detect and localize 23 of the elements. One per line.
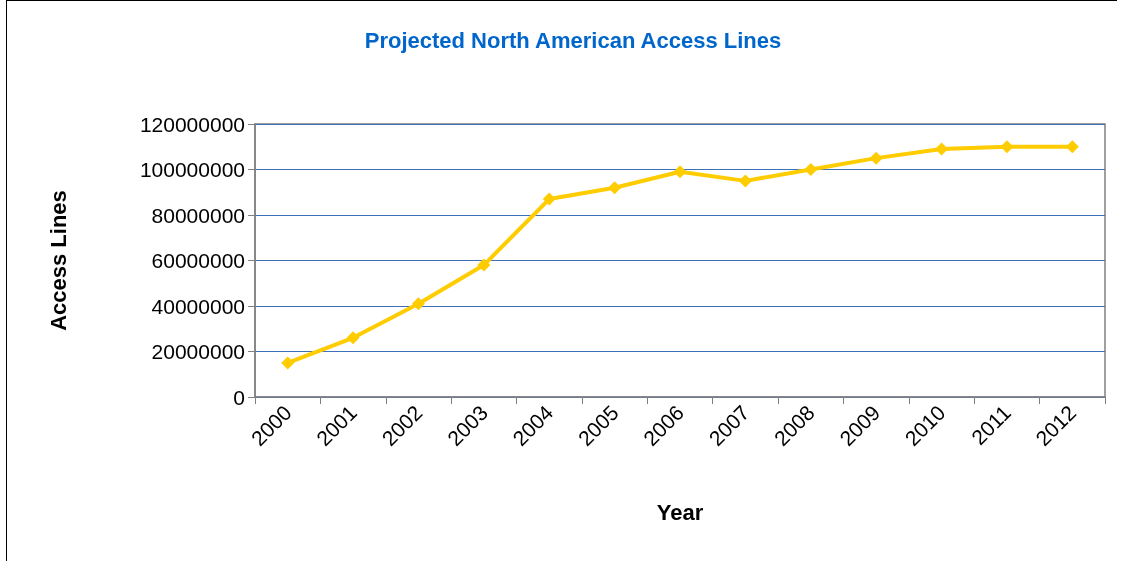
y-tick-label: 20000000 (151, 340, 245, 363)
y-tick-label: 0 (233, 385, 245, 409)
y-tick-label: 80000000 (151, 203, 245, 227)
chart-title: Projected North American Access Lines (364, 27, 782, 53)
point (1000, 140, 1014, 154)
point (542, 192, 556, 206)
y-tick-label: 60000000 (151, 249, 245, 272)
point (346, 331, 360, 345)
point (608, 181, 622, 195)
point (869, 151, 883, 165)
y-axis-title: Access Lines (45, 190, 71, 331)
point (738, 174, 752, 188)
y-tick-label: 120000000 (139, 112, 245, 136)
point (411, 297, 425, 311)
y-tick-label: 40000000 (151, 294, 245, 318)
x-axis-title: Year (656, 499, 704, 525)
point (935, 142, 949, 156)
point (673, 165, 687, 179)
point (281, 356, 295, 370)
point (1065, 140, 1079, 154)
y-tick-label: 100000000 (139, 158, 245, 181)
point (804, 163, 818, 176)
point (477, 258, 491, 272)
